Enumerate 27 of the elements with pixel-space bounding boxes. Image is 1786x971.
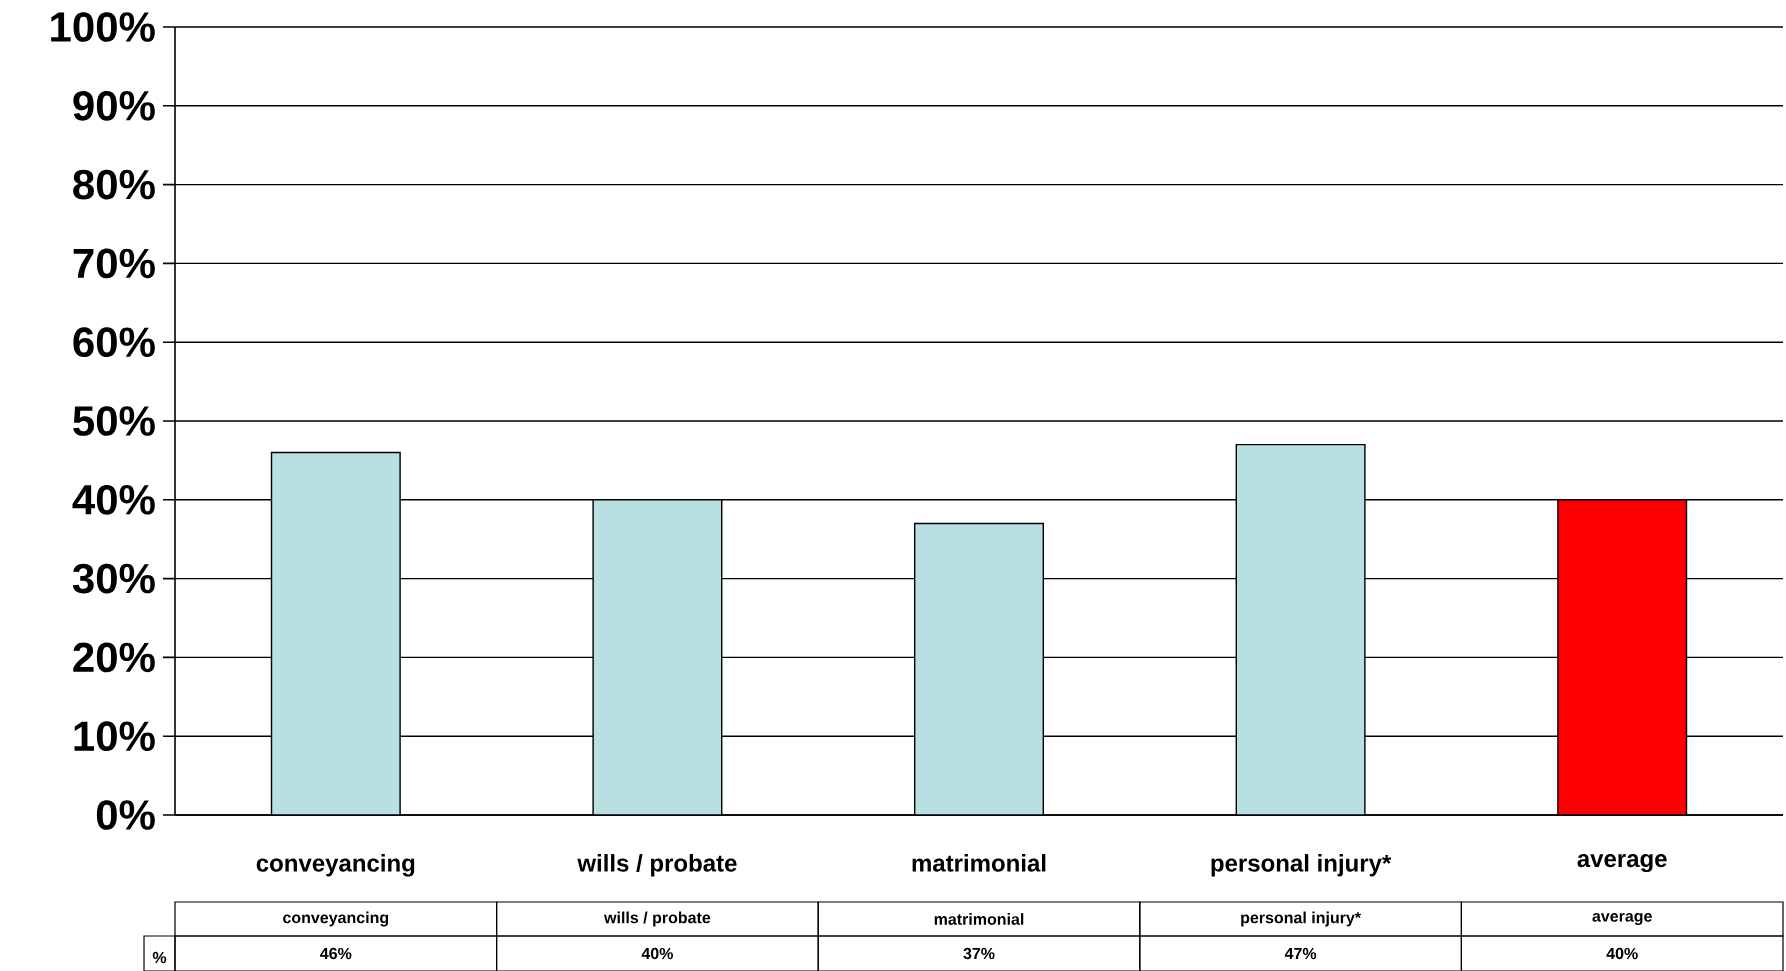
x-tick-label: average bbox=[1577, 854, 1667, 873]
category-label: personal injury* bbox=[1241, 911, 1362, 927]
y-tick-label: 60% bbox=[73, 327, 155, 358]
x-tick-label: personal injury* bbox=[1211, 854, 1392, 877]
category-label: conveyancing bbox=[283, 911, 389, 927]
x-tick-label: conveyancing bbox=[256, 854, 415, 877]
x-tick-label: matrimonial bbox=[912, 854, 1046, 872]
y-tick-label: 50% bbox=[73, 406, 155, 436]
category-label: average bbox=[1592, 912, 1652, 925]
y-tick-label: 40% bbox=[72, 484, 155, 515]
y-tick-label: 0% bbox=[96, 800, 155, 830]
y-tick-label: 80% bbox=[73, 169, 155, 200]
y-tick-label: 90% bbox=[73, 90, 155, 121]
y-tick-label: 30% bbox=[72, 563, 155, 594]
category-label: matrimonial bbox=[934, 913, 1024, 925]
y-tick-label: 10% bbox=[74, 721, 155, 752]
data-label: 46% bbox=[320, 947, 352, 960]
data-label: 37% bbox=[963, 947, 995, 960]
y-tick-label: 20% bbox=[73, 642, 155, 673]
data-label: 47% bbox=[1284, 947, 1317, 960]
y-tick-label: 100% bbox=[51, 12, 155, 42]
text: % bbox=[152, 951, 167, 964]
category-label: wills / probate bbox=[604, 911, 711, 927]
data-label: 40% bbox=[641, 947, 673, 960]
y-tick-label: 70% bbox=[73, 248, 155, 279]
data-label: 40% bbox=[1606, 947, 1638, 960]
x-tick-label: wills / probate bbox=[577, 854, 737, 877]
